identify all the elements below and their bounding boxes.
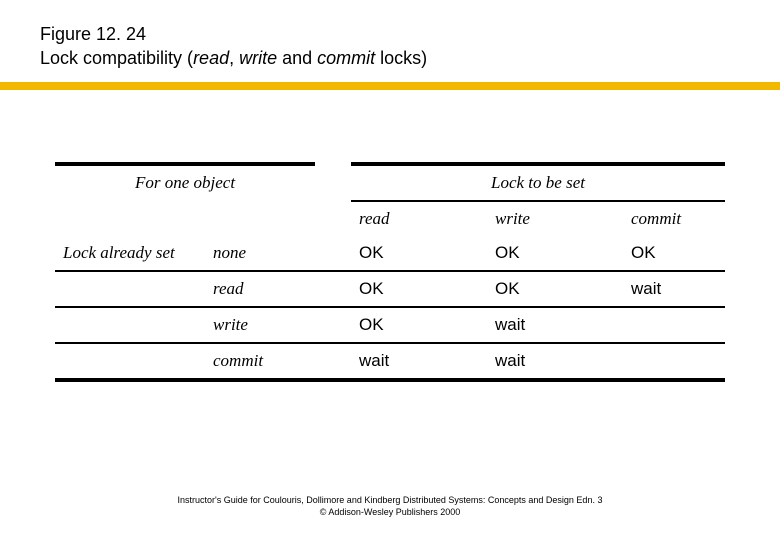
value-cell: OK (351, 236, 487, 270)
value-cell (623, 344, 759, 378)
value-cell: wait (351, 344, 487, 378)
state-cell: commit (205, 344, 315, 378)
value-cell (623, 308, 759, 342)
state-cell: read (205, 272, 315, 306)
slide-title: Figure 12. 24 Lock compatibility (read, … (40, 22, 427, 70)
value-cell: OK (623, 236, 759, 270)
row-label: Lock already set (55, 236, 205, 270)
table-row: write OK wait (55, 308, 725, 344)
value-cell: OK (487, 236, 623, 270)
value-cell: OK (351, 272, 487, 306)
slide: Figure 12. 24 Lock compatibility (read, … (0, 0, 780, 540)
figure-number: Figure 12. 24 (40, 22, 427, 46)
compatibility-table: For one object Lock to be set read write… (55, 162, 725, 382)
figure-caption: Lock compatibility (read, write and comm… (40, 46, 427, 70)
table-row: Lock already set none OK OK OK (55, 236, 725, 272)
value-cell: wait (623, 272, 759, 306)
value-cell: OK (351, 308, 487, 342)
col-header: read (351, 202, 487, 236)
header-right: Lock to be set (351, 166, 725, 200)
value-cell: wait (487, 344, 623, 378)
col-header: write (487, 202, 623, 236)
col-header: commit (623, 202, 759, 236)
state-cell: write (205, 308, 315, 342)
table-row: read OK OK wait (55, 272, 725, 308)
value-cell: wait (487, 308, 623, 342)
footer-line1: Instructor's Guide for Coulouris, Dollim… (0, 494, 780, 506)
accent-rule (0, 82, 780, 90)
footer-line2: © Addison-Wesley Publishers 2000 (0, 506, 780, 518)
table-row: commit wait wait (55, 344, 725, 382)
value-cell: OK (487, 272, 623, 306)
table-header-row: For one object Lock to be set (55, 166, 725, 200)
header-left: For one object (55, 166, 315, 200)
state-cell: none (205, 236, 315, 270)
footer: Instructor's Guide for Coulouris, Dollim… (0, 494, 780, 518)
table-row: read write commit (55, 202, 725, 236)
